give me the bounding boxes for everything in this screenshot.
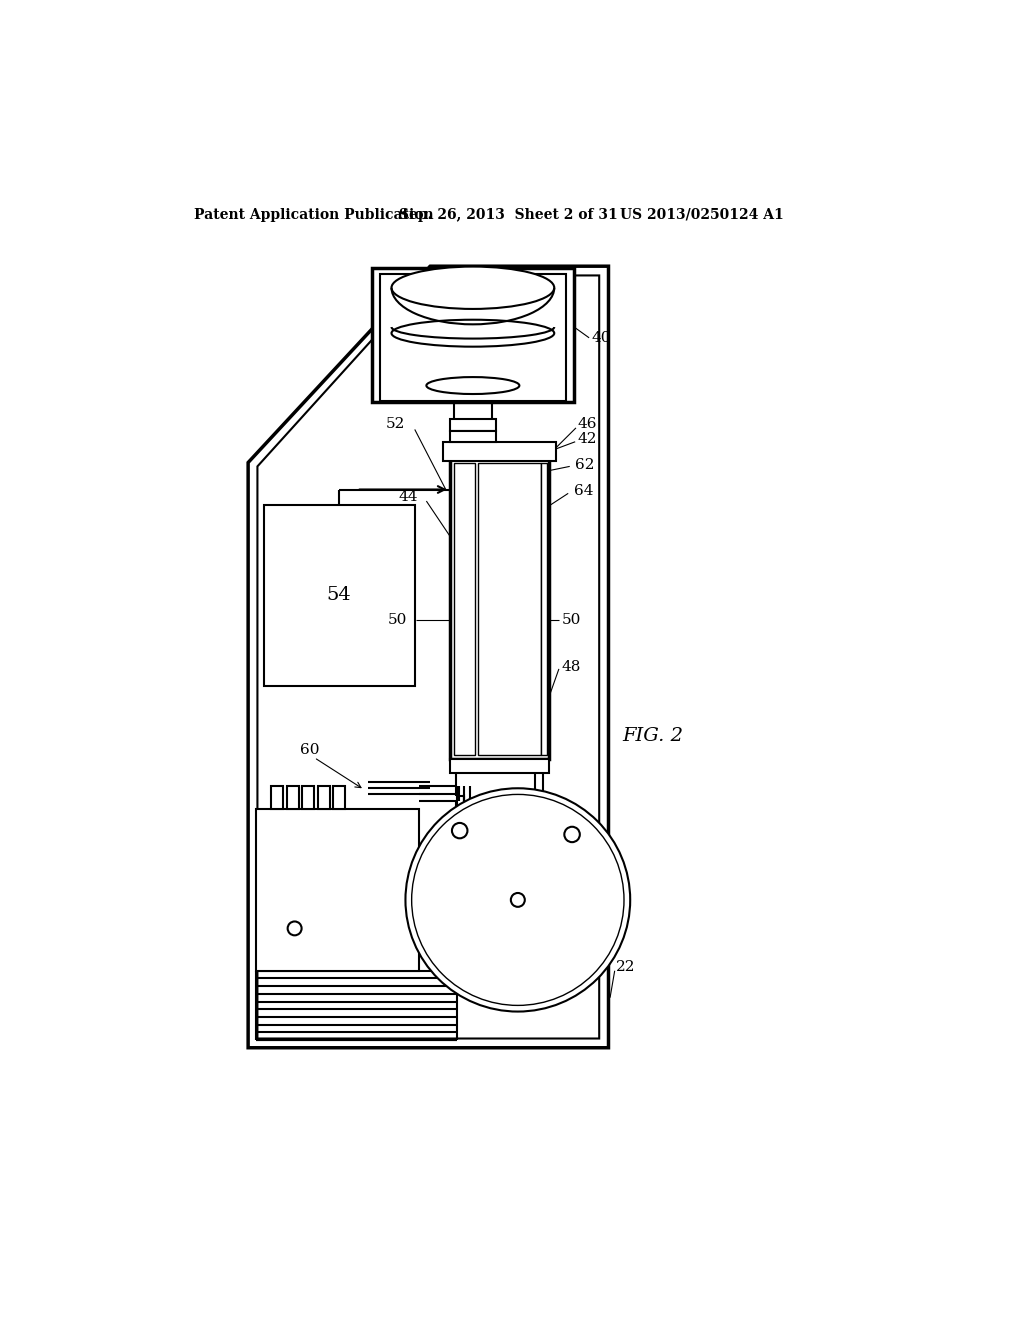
Bar (450, 430, 496, 442)
Circle shape (564, 826, 580, 842)
Ellipse shape (391, 319, 554, 347)
Text: 60: 60 (300, 743, 319, 756)
Bar (317, 785, 330, 809)
Bar (287, 785, 299, 809)
Text: 38: 38 (371, 317, 390, 331)
Text: 38: 38 (373, 363, 392, 378)
Text: 62: 62 (575, 458, 595, 471)
Bar (256, 809, 419, 970)
Bar (443, 442, 556, 461)
Text: 48: 48 (562, 660, 582, 673)
Circle shape (511, 892, 525, 907)
Circle shape (406, 788, 630, 1011)
Circle shape (452, 822, 467, 838)
Text: 54: 54 (327, 586, 351, 605)
Text: 38: 38 (427, 265, 446, 280)
Bar (450, 418, 496, 432)
Bar (334, 785, 345, 809)
Bar (450, 759, 549, 774)
Bar (271, 785, 283, 809)
Text: 64: 64 (574, 484, 594, 498)
Text: 46: 46 (578, 417, 597, 432)
Text: 42: 42 (578, 433, 597, 446)
Text: 50: 50 (388, 614, 407, 627)
Bar (541, 462, 547, 755)
Text: 50: 50 (562, 614, 582, 627)
Bar (454, 462, 475, 755)
Bar (263, 506, 415, 686)
Text: Sep. 26, 2013  Sheet 2 of 31: Sep. 26, 2013 Sheet 2 of 31 (399, 207, 618, 222)
Bar (380, 275, 566, 401)
Text: 22: 22 (616, 960, 636, 974)
Bar (302, 785, 314, 809)
Text: 52: 52 (386, 417, 406, 432)
Bar (450, 459, 549, 759)
Ellipse shape (391, 267, 554, 309)
Text: 44: 44 (398, 490, 418, 504)
Bar (372, 268, 573, 403)
Text: FIG. 2: FIG. 2 (623, 727, 683, 744)
Text: US 2013/0250124 A1: US 2013/0250124 A1 (621, 207, 784, 222)
Bar (477, 462, 541, 755)
Ellipse shape (426, 378, 519, 395)
Text: 40: 40 (592, 331, 611, 345)
Circle shape (288, 921, 302, 936)
Text: Patent Application Publication: Patent Application Publication (194, 207, 433, 222)
Circle shape (412, 795, 624, 1006)
